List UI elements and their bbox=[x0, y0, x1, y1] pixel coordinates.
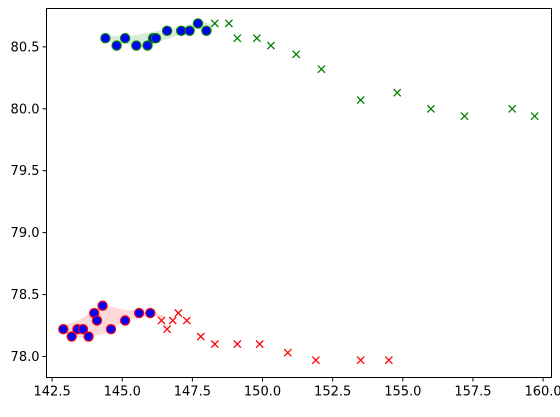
circle-point bbox=[133, 307, 145, 319]
circle-point bbox=[100, 33, 111, 44]
x-point bbox=[356, 96, 365, 105]
plot-area-frame bbox=[46, 8, 552, 378]
x-point bbox=[317, 65, 326, 74]
x-point bbox=[252, 34, 261, 43]
x-point bbox=[255, 340, 264, 349]
x-tick-label: 152.5 bbox=[314, 385, 351, 400]
circle-point bbox=[105, 324, 117, 335]
x-point bbox=[393, 88, 402, 97]
x-point bbox=[384, 356, 393, 365]
x-point bbox=[196, 332, 205, 341]
y-tick-label: 80.5 bbox=[11, 40, 40, 55]
x-point bbox=[168, 316, 177, 325]
x-point bbox=[426, 104, 435, 113]
x-point bbox=[157, 316, 166, 325]
circle-point bbox=[192, 18, 204, 29]
circle-point bbox=[161, 25, 173, 36]
circle-point bbox=[145, 307, 156, 319]
y-tick-label: 78.0 bbox=[11, 350, 40, 365]
data-points bbox=[58, 18, 539, 365]
circle-point bbox=[119, 33, 131, 44]
x-point bbox=[460, 112, 469, 121]
circle-point bbox=[150, 33, 162, 44]
x-point bbox=[174, 309, 183, 318]
x-axis: 142.5 145.0 147.5 150.0 152.5 155.0 157.5 160.0 bbox=[34, 377, 560, 400]
x-point bbox=[182, 316, 191, 325]
circle-point bbox=[91, 315, 103, 326]
confidence-band-1 bbox=[105, 20, 212, 45]
circle-point bbox=[66, 331, 77, 342]
circle-point bbox=[142, 40, 153, 51]
x-point bbox=[233, 34, 242, 43]
y-tick-label: 79.0 bbox=[11, 226, 40, 241]
y-tick-label: 80.0 bbox=[11, 102, 40, 117]
circle-point bbox=[201, 25, 212, 36]
x-point bbox=[356, 356, 365, 365]
x-tick-label: 157.5 bbox=[454, 385, 491, 400]
confidence-bands bbox=[60, 20, 212, 338]
circle-point bbox=[184, 25, 195, 36]
x-point bbox=[210, 19, 219, 28]
x-point bbox=[210, 340, 219, 349]
x-tick-label: 155.0 bbox=[384, 385, 421, 400]
x-point bbox=[292, 50, 301, 59]
circle-point bbox=[111, 40, 122, 51]
x-tick-label: 160.0 bbox=[524, 385, 560, 400]
x-point bbox=[266, 41, 275, 50]
x-point bbox=[530, 112, 539, 121]
x-tick-label: 142.5 bbox=[34, 385, 71, 400]
y-tick-label: 78.5 bbox=[11, 288, 40, 303]
circle-point bbox=[83, 331, 94, 342]
x-point bbox=[283, 348, 292, 357]
y-tick-label: 79.5 bbox=[11, 164, 40, 179]
x-point bbox=[224, 19, 233, 28]
y-axis: 78.0 78.5 79.0 79.5 80.0 80.5 bbox=[11, 40, 47, 365]
x-tick-label: 147.5 bbox=[174, 385, 211, 400]
x-point bbox=[311, 356, 320, 365]
x-tick-label: 150.0 bbox=[244, 385, 281, 400]
x-tick-label: 145.0 bbox=[104, 385, 141, 400]
circle-point bbox=[131, 40, 142, 51]
circle-point bbox=[77, 324, 89, 335]
circle-point bbox=[119, 315, 131, 326]
circle-point bbox=[97, 300, 108, 311]
x-point bbox=[508, 104, 517, 113]
x-point bbox=[163, 325, 172, 334]
circle-point bbox=[58, 324, 69, 335]
x-point bbox=[233, 340, 242, 349]
